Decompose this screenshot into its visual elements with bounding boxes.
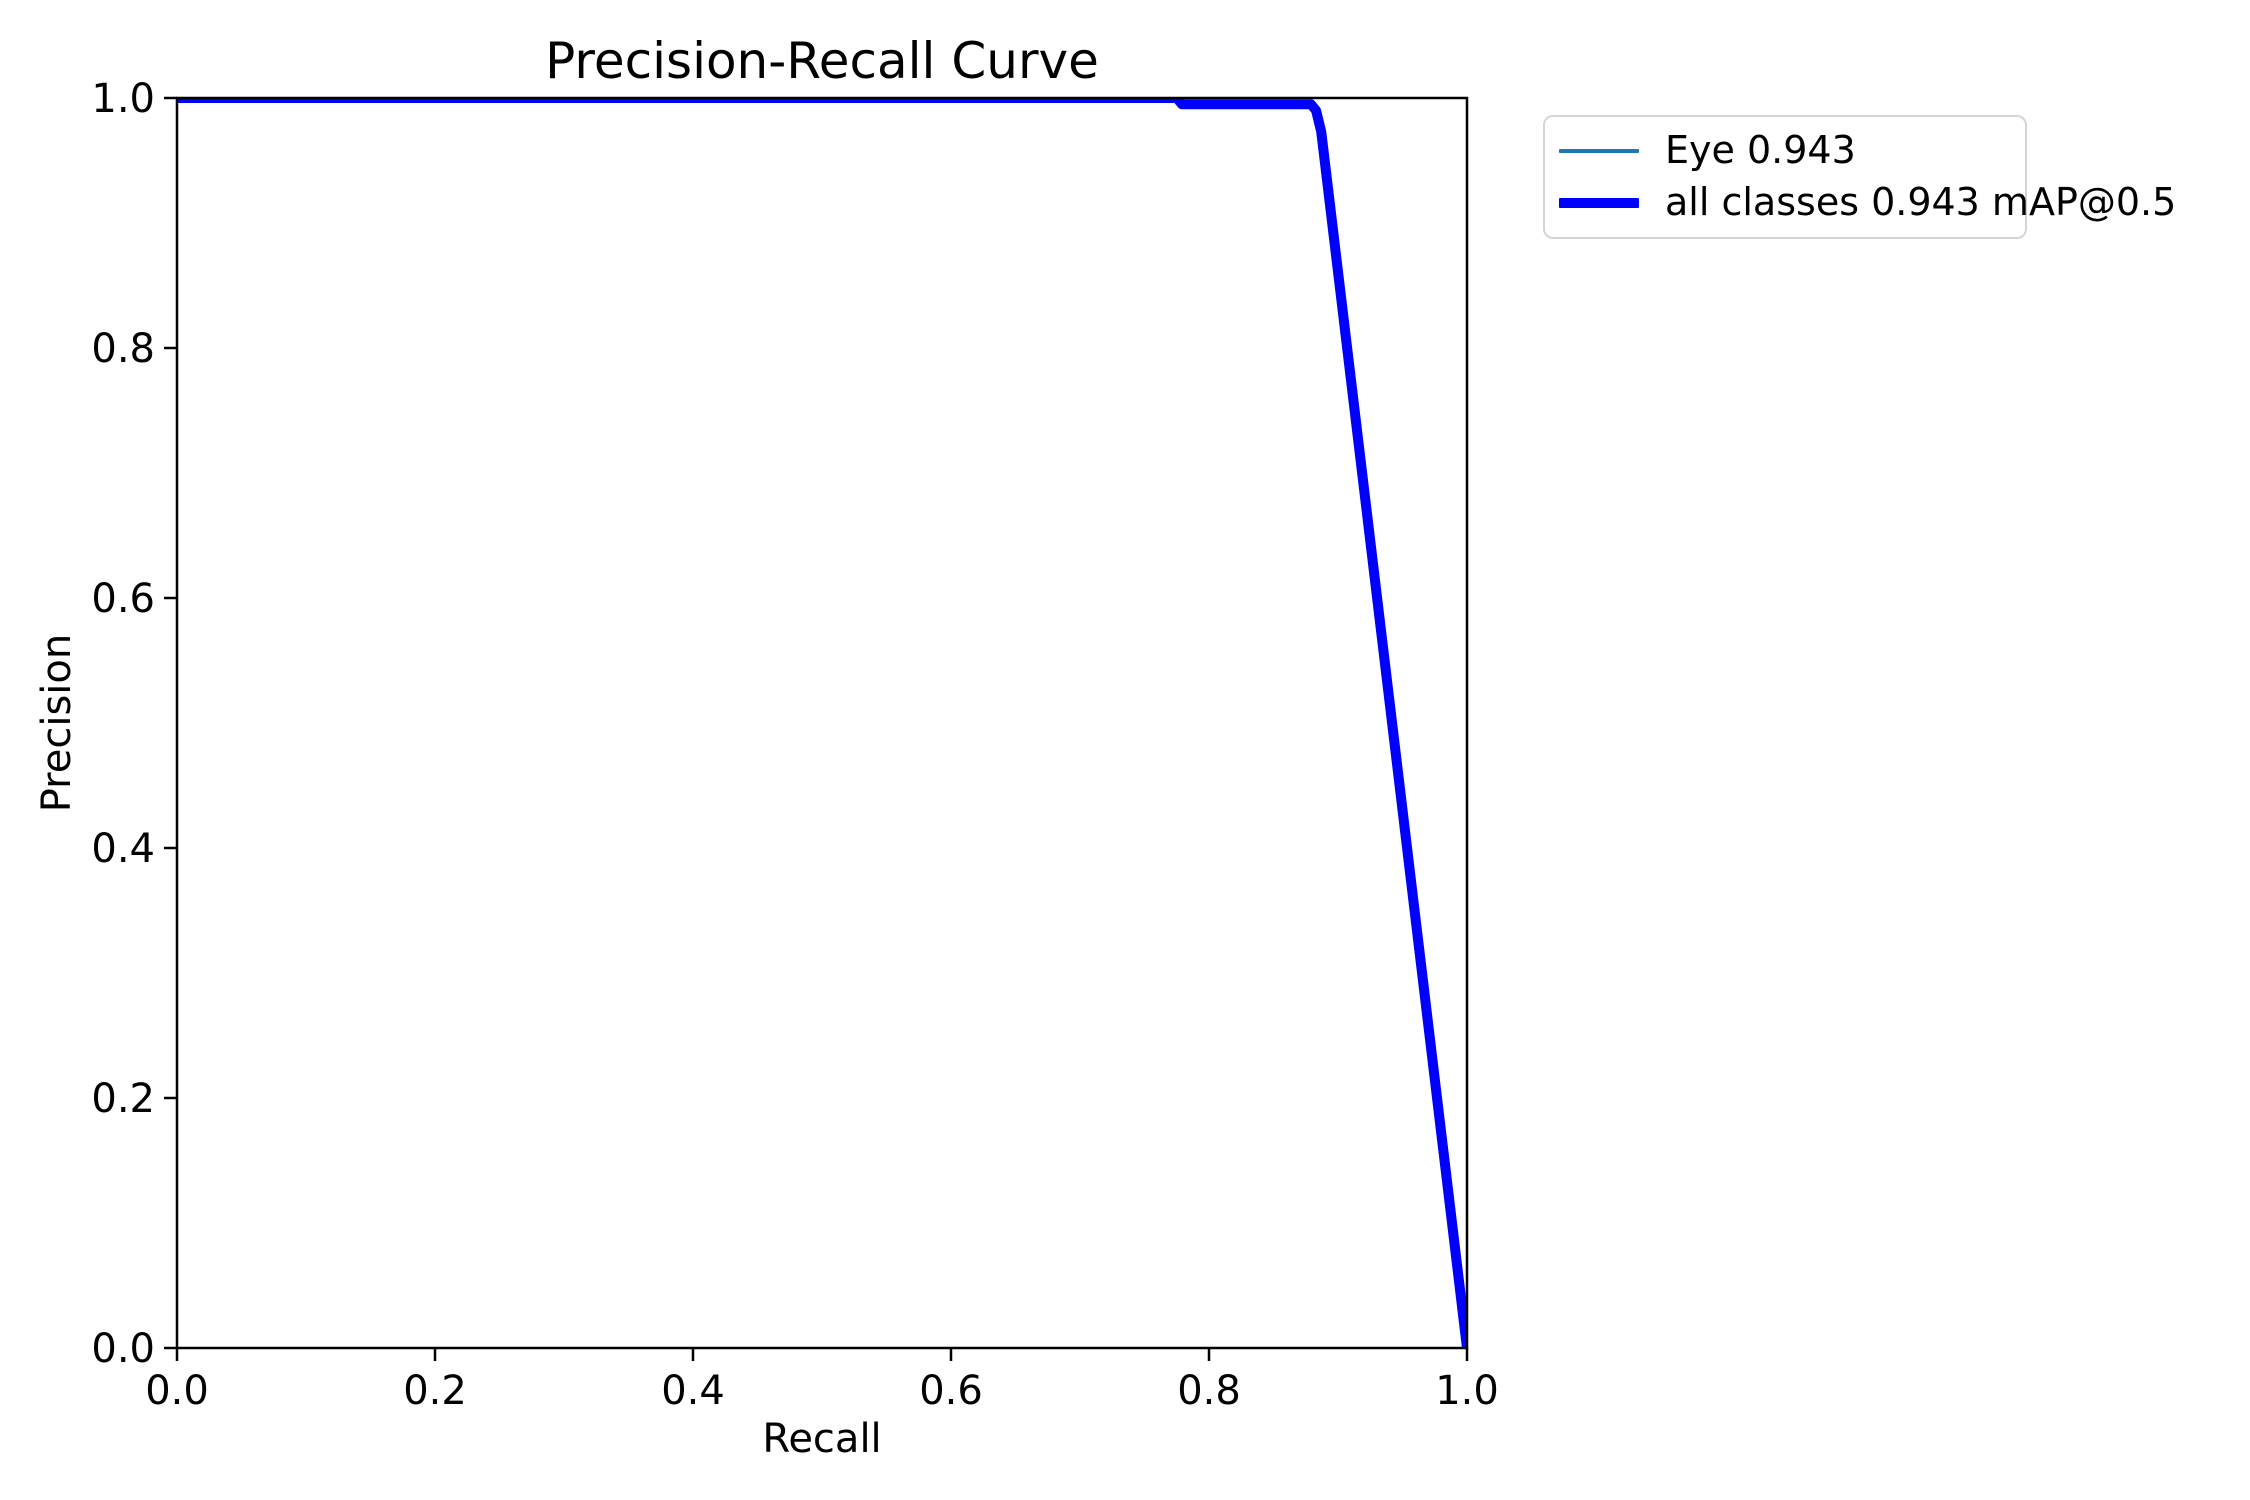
y-tick-label: 0.4 — [91, 826, 155, 872]
y-tick-label: 0.6 — [91, 576, 155, 622]
legend: Eye 0.943 all classes 0.943 mAP@0.5 — [1543, 115, 2176, 239]
x-tick-label: 0.6 — [919, 1368, 983, 1414]
legend-item-eye: Eye 0.943 — [1559, 129, 2015, 173]
all-classes-curve — [177, 98, 1467, 1348]
x-tick-marks — [175, 1348, 1469, 1361]
legend-label-all-classes: all classes 0.943 mAP@0.5 — [1665, 180, 2177, 225]
plot-area — [177, 98, 1467, 1348]
chart-title: Precision-Recall Curve — [545, 32, 1099, 90]
y-tick-label: 0.0 — [91, 1326, 155, 1372]
y-tick-marks — [164, 96, 177, 1350]
x-tick-label: 0.0 — [145, 1368, 209, 1414]
y-tick-label: 0.2 — [91, 1076, 155, 1122]
x-tick-label: 0.2 — [403, 1368, 467, 1414]
y-tick-label: 0.8 — [91, 326, 155, 372]
legend-label-eye: Eye 0.943 — [1665, 128, 1856, 173]
axes-spines — [175, 96, 1469, 1350]
legend-line-sample-all-classes — [1559, 197, 1639, 208]
legend-item-all-classes: all classes 0.943 mAP@0.5 — [1559, 180, 2176, 225]
x-tick-label: 0.4 — [661, 1368, 725, 1414]
x-tick-label: 0.8 — [1177, 1368, 1241, 1414]
eye-curve — [177, 98, 1467, 1348]
y-tick-label: 1.0 — [91, 76, 155, 122]
x-axis-label: Recall — [762, 1416, 881, 1462]
x-tick-label: 1.0 — [1435, 1368, 1499, 1414]
y-axis-label: Precision — [34, 634, 80, 812]
legend-line-sample-eye — [1559, 149, 1639, 154]
